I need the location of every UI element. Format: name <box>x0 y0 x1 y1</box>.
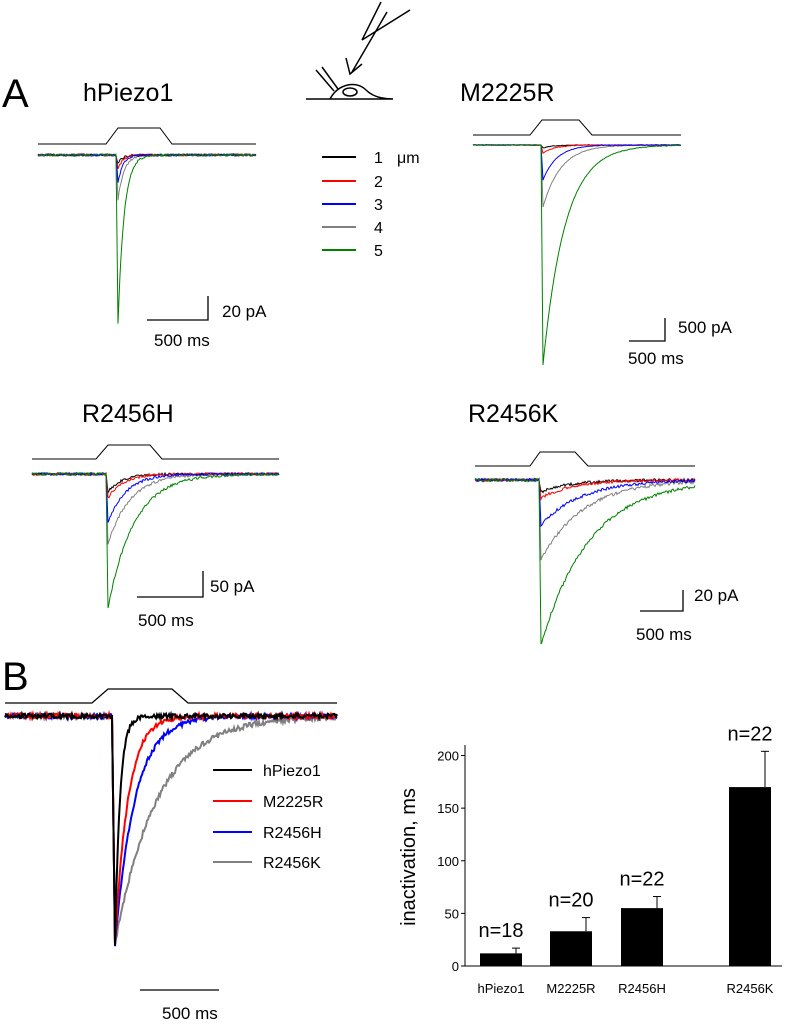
y-tick-label: 200 <box>437 749 459 764</box>
current-scale-r2456h: 50 pA <box>210 577 255 596</box>
stimulus-protocol-panel-b <box>5 688 337 704</box>
x-tick-label-r2456h: R2456H <box>618 981 666 996</box>
time-scale-hpiezo1: 500 ms <box>154 331 210 350</box>
legend-label-r2456k: R2456K <box>263 855 321 872</box>
legend-label-5: 5 <box>374 243 383 260</box>
time-scale-m2225r: 500 ms <box>628 349 684 368</box>
stimulus-protocol-r2456k <box>475 451 695 467</box>
legend-label-r2456h: R2456H <box>263 825 322 842</box>
scale-bar-m2225r <box>629 318 666 342</box>
bar-m2225r <box>550 931 592 966</box>
bar-r2456k <box>729 787 771 966</box>
trace-r2456k-step-3 <box>475 477 696 528</box>
panel-label-b: B <box>2 655 29 699</box>
trace-r2456h-step-3 <box>31 471 280 523</box>
legend-label-2: 2 <box>374 174 383 191</box>
legend-unit: μm <box>397 150 420 167</box>
y-tick-label: 150 <box>437 801 459 816</box>
legend-label-hpiezo1: hPiezo1 <box>263 763 321 780</box>
stimulus-legend: 1 μm 2 3 4 5 <box>322 150 420 260</box>
y-axis-label: inactivation, ms <box>398 788 420 926</box>
trace-hpiezo1-step-5 <box>37 153 257 324</box>
n-label-r2456k: n=22 <box>727 723 772 745</box>
stimulus-protocol-r2456h <box>32 444 279 460</box>
trace-hpiezo1-step-3 <box>37 152 257 183</box>
trace-r2456h-step-5 <box>31 471 280 609</box>
n-label-hpiezo1: n=18 <box>478 920 523 942</box>
stimulus-protocol-hpiezo1 <box>38 127 256 145</box>
trace-r2456h-step-4 <box>31 471 279 545</box>
patch-clamp-schematic-icon <box>306 1 411 100</box>
y-tick-label: 100 <box>437 854 459 869</box>
bar-r2456h <box>621 908 663 966</box>
legend-label-3: 3 <box>374 197 383 214</box>
panel-label-a: A <box>2 72 29 116</box>
scale-bar-r2456k <box>640 590 684 612</box>
current-traces-r2456h <box>31 471 280 609</box>
y-tick-label: 0 <box>452 959 459 974</box>
stimulus-protocol-m2225r <box>473 119 681 136</box>
trace-title-r2456k: R2456K <box>468 400 559 428</box>
n-label-m2225r: n=20 <box>548 890 593 912</box>
time-scale-panel-b: 500 ms <box>162 1004 218 1023</box>
inactivation-bar-chart: inactivation, ms 0 50 100 150 200 n=18 hPiezo1… <box>398 723 782 996</box>
trace-m2225r-step-4 <box>472 144 682 208</box>
time-scale-r2456h: 500 ms <box>138 611 194 630</box>
time-scale-r2456k: 500 ms <box>636 625 692 644</box>
current-scale-hpiezo1: 20 pA <box>222 302 267 321</box>
bar-hpiezo1 <box>480 953 522 966</box>
x-tick-label-m2225r: M2225R <box>546 981 595 996</box>
scale-bar-hpiezo1 <box>147 296 209 321</box>
trace-title-r2456h: R2456H <box>82 400 174 428</box>
trace-r2456k-step-4 <box>474 477 696 561</box>
current-scale-r2456k: 20 pA <box>694 586 739 605</box>
scale-bar-r2456h <box>137 571 204 598</box>
panel-b-legend: hPiezo1 M2225R R2456H R2456K <box>213 763 323 872</box>
current-traces-hpiezo1 <box>37 152 257 324</box>
trace-r2456k-step-5 <box>474 477 696 645</box>
trace-title-hpiezo1: hPiezo1 <box>83 79 173 107</box>
x-tick-label-hpiezo1: hPiezo1 <box>478 981 525 996</box>
trace-title-m2225r: M2225R <box>460 79 555 107</box>
current-traces-m2225r <box>472 144 682 365</box>
n-label-r2456h: n=22 <box>619 869 664 891</box>
current-traces-r2456k <box>474 477 696 645</box>
trace-m2225r-step-5 <box>472 144 682 365</box>
trace-panel-b-hpiezo1 <box>4 710 338 946</box>
current-scale-m2225r: 500 pA <box>678 318 733 337</box>
current-traces-panel-b <box>4 710 338 947</box>
y-tick-label: 50 <box>445 906 459 921</box>
trace-hpiezo1-step-4 <box>37 153 257 201</box>
x-tick-label-r2456k: R2456K <box>727 981 774 996</box>
trace-m2225r-step-3 <box>472 144 682 181</box>
legend-label-4: 4 <box>374 220 383 237</box>
legend-label-1: 1 <box>374 150 383 167</box>
legend-label-m2225r: M2225R <box>263 794 323 811</box>
